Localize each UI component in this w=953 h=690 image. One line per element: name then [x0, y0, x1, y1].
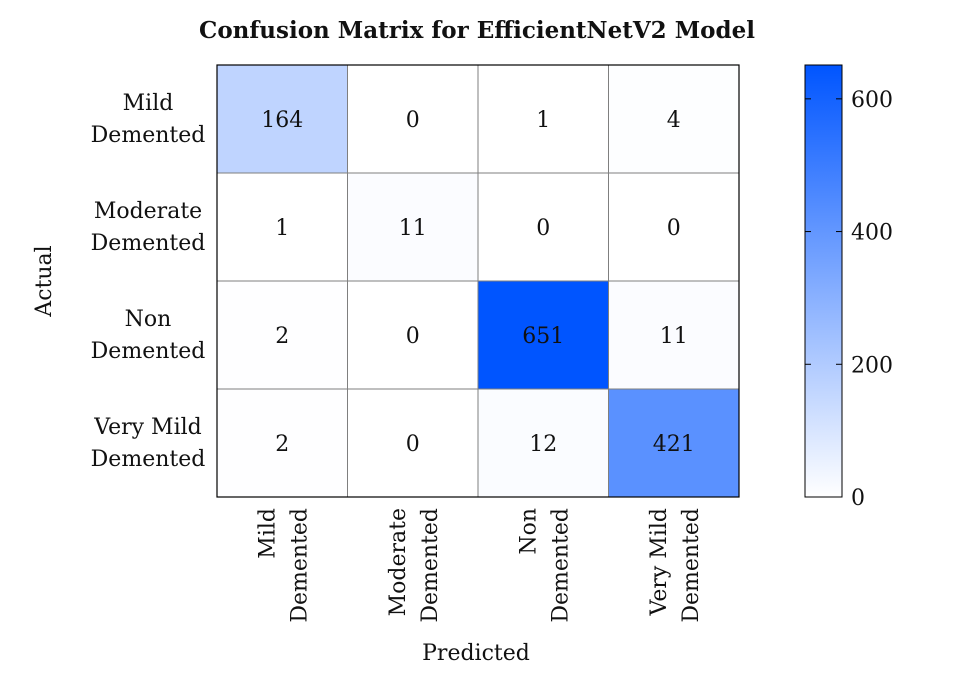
- cell-value-label: 1: [275, 216, 289, 241]
- cell-value-label: 164: [261, 108, 303, 133]
- matrix-cell-r0-c1: [347, 64, 479, 174]
- cell-value-label: 2: [275, 432, 289, 457]
- cell-value-label: 12: [529, 432, 557, 457]
- column-tick-label: Demented: [548, 508, 573, 623]
- matrix-cell-r2-c1: [347, 280, 479, 390]
- row-tick-label: Demented: [91, 447, 206, 472]
- row-tick-label: Moderate: [94, 199, 202, 224]
- column-labels: Mild Demented Moderate Demented Non Demented V…: [255, 508, 704, 623]
- column-tick-label: Very Mild: [647, 508, 672, 617]
- column-tick-label: Moderate: [386, 508, 411, 616]
- colorbar-tick-label: 600: [851, 88, 893, 113]
- matrix-cell-r0-c3: [608, 64, 740, 174]
- matrix-cell-r1-c1: [347, 172, 479, 282]
- row-tick-label: Demented: [91, 231, 206, 256]
- column-tick-label: Demented: [418, 508, 443, 623]
- row-tick-label: Very Mild: [93, 415, 202, 440]
- cell-value-label: 421: [653, 432, 695, 457]
- column-tick-label: Demented: [679, 508, 704, 623]
- y-axis-label: Actual: [32, 245, 57, 317]
- row-tick-label: Non: [125, 307, 172, 332]
- chart-title: Confusion Matrix for EfficientNetV2 Mode…: [199, 17, 755, 44]
- row-tick-label: Mild: [123, 91, 174, 116]
- column-tick-label: Mild: [255, 508, 280, 559]
- cell-value-label: 0: [536, 216, 550, 241]
- colorbar-tick-label: 0: [851, 486, 865, 511]
- cell-value-label: 2: [275, 324, 289, 349]
- cell-value-label: 4: [667, 108, 681, 133]
- cell-value-label: 11: [399, 216, 427, 241]
- row-tick-label: Demented: [91, 123, 206, 148]
- row-tick-label: Demented: [91, 339, 206, 364]
- colorbar: 0 200 400 600: [804, 64, 893, 511]
- colorbar-scale: [804, 64, 843, 498]
- colorbar-ticks: 0 200 400 600: [805, 88, 893, 511]
- cell-value-label: 11: [660, 324, 688, 349]
- cell-value-label: 651: [522, 324, 564, 349]
- cell-value-label: 0: [406, 324, 420, 349]
- colorbar-tick-label: 200: [851, 353, 893, 378]
- cell-value-label: 0: [667, 216, 681, 241]
- matrix-cell-r1-c0: [216, 172, 348, 282]
- matrix-cells: 164 0 1 41 11 0 02 0 651 112 0 12 421: [216, 64, 740, 498]
- matrix-cell-r3-c2: [477, 388, 609, 498]
- cell-value-label: 1: [536, 108, 550, 133]
- cell-value-label: 0: [406, 108, 420, 133]
- matrix-cell-r3-c3: [608, 388, 740, 498]
- matrix-cell-r1-c3: [608, 172, 740, 282]
- x-axis-label: Predicted: [422, 641, 530, 666]
- matrix-cell-r3-c0: [216, 388, 348, 498]
- colorbar-tick-label: 400: [851, 221, 893, 246]
- row-labels: Mild Demented Moderate Demented Non Demented V…: [91, 91, 206, 472]
- matrix-cell-r2-c3: [608, 280, 740, 390]
- matrix-cell-r3-c1: [347, 388, 479, 498]
- matrix-border: [216, 64, 740, 498]
- column-tick-label: Non: [516, 508, 541, 555]
- cell-value-label: 0: [406, 432, 420, 457]
- matrix-cell-r0-c0: [216, 64, 348, 174]
- column-tick-label: Demented: [287, 508, 312, 623]
